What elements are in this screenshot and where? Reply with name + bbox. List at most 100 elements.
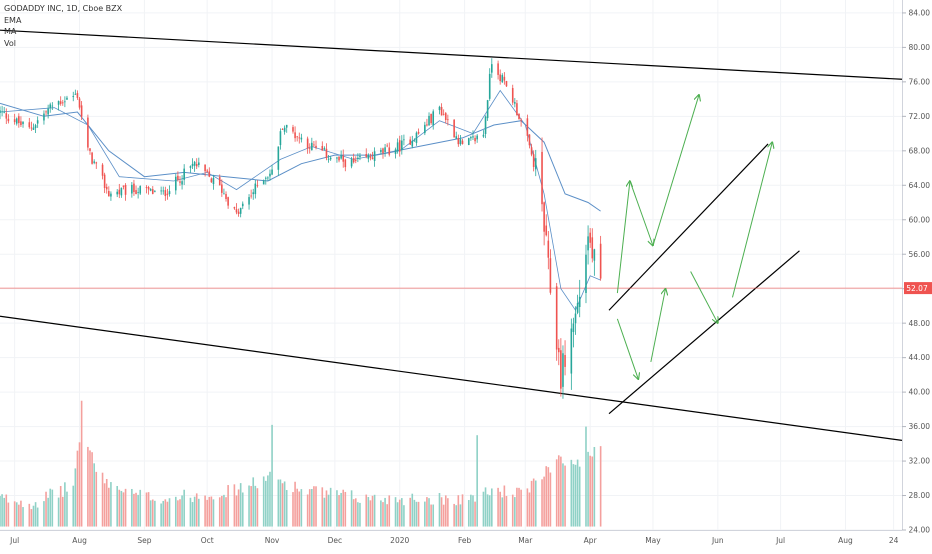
candle — [124, 183, 127, 201]
volume-bar — [294, 481, 296, 527]
candle — [28, 117, 31, 129]
candle — [34, 123, 37, 134]
volume-bar — [432, 504, 435, 527]
volume-bar — [409, 497, 411, 527]
candle-body — [438, 106, 441, 111]
candle-body — [120, 187, 123, 196]
candle — [440, 103, 443, 116]
candle — [499, 69, 501, 85]
candle — [587, 225, 589, 265]
volume-bar — [367, 497, 370, 527]
candle-body — [204, 164, 206, 172]
candle-body — [28, 122, 31, 128]
candle — [168, 185, 171, 197]
volume-bar — [51, 489, 54, 527]
volume-bar — [371, 495, 374, 527]
volume-bar — [254, 485, 257, 527]
candle-body — [534, 158, 537, 170]
volume-bar — [424, 501, 426, 527]
time-tick-label: 24 — [889, 536, 899, 545]
candle-body — [371, 157, 374, 160]
volume-bar — [526, 488, 529, 527]
candle-body — [359, 155, 361, 158]
volume-bar — [151, 499, 154, 527]
legend-ema[interactable]: EMA — [4, 15, 22, 25]
candle — [256, 180, 259, 188]
candle — [417, 128, 420, 135]
price-axis: 84.00 80.00 76.00 72.00 68.00 64.00 60.00 56.00… — [902, 0, 932, 550]
candle-body — [51, 105, 54, 107]
volume-bar — [447, 498, 449, 527]
legend-vol[interactable]: Vol — [4, 38, 16, 48]
volume-bar — [323, 497, 326, 527]
candle — [415, 131, 418, 146]
candle — [534, 149, 537, 177]
candle — [227, 196, 229, 209]
forecast-arrow — [616, 318, 638, 379]
ema-line — [0, 89, 601, 312]
volume-bar — [116, 486, 119, 527]
candle-body — [541, 151, 543, 205]
volume-bar — [47, 497, 49, 527]
candle-body — [442, 113, 445, 115]
candle — [1, 105, 3, 117]
candle — [294, 126, 296, 142]
candle-body — [411, 140, 414, 147]
last-price-label: 52.07 — [906, 284, 928, 293]
candle-body — [501, 75, 504, 83]
candle-body — [398, 140, 401, 152]
candle — [359, 153, 361, 161]
volume-bar — [212, 499, 215, 527]
candle — [13, 113, 16, 125]
volume-bar — [557, 455, 560, 527]
candle-body — [388, 147, 391, 155]
candle — [210, 177, 213, 183]
candle — [59, 96, 62, 106]
volume-bar — [198, 498, 200, 527]
candle — [342, 149, 345, 168]
candle-body — [428, 115, 430, 126]
candle-body — [562, 353, 564, 387]
candle-body — [543, 202, 545, 232]
candle — [74, 89, 77, 95]
candle — [269, 169, 271, 181]
volume-bar — [342, 489, 345, 527]
volume-bar — [574, 464, 577, 527]
legend-ma[interactable]: MA — [4, 27, 17, 36]
volume-bar — [321, 487, 324, 527]
volume-bar — [461, 494, 464, 527]
candle-body — [499, 74, 501, 82]
candle — [308, 143, 311, 154]
candle — [206, 168, 208, 173]
candle — [80, 101, 83, 120]
candle-body — [338, 156, 340, 161]
candle — [110, 191, 112, 201]
candle — [384, 143, 386, 157]
candle-body — [503, 76, 506, 81]
candle-body — [116, 191, 119, 195]
candle — [570, 318, 573, 390]
candle — [555, 282, 558, 361]
candle-body — [66, 97, 68, 100]
candle-body — [336, 157, 338, 159]
candle-body — [325, 148, 328, 159]
volume-bar — [298, 491, 301, 527]
candle-body — [369, 156, 372, 158]
volume-bar — [13, 501, 16, 527]
candle — [520, 118, 522, 127]
time-tick-label: Sep — [137, 536, 151, 545]
volume-bar — [491, 488, 493, 527]
volume-bar — [438, 492, 441, 527]
volume-bar — [5, 494, 8, 527]
candle-body — [298, 137, 301, 139]
candle-body — [308, 148, 311, 150]
volume-bar — [160, 503, 162, 527]
candle — [72, 91, 75, 102]
candle — [338, 156, 340, 163]
time-tick-label: Jun — [711, 536, 724, 545]
volume-bar — [20, 500, 22, 527]
candle — [239, 207, 242, 218]
candle-body — [447, 119, 449, 121]
candle — [591, 228, 594, 263]
volume-bar — [296, 488, 298, 527]
